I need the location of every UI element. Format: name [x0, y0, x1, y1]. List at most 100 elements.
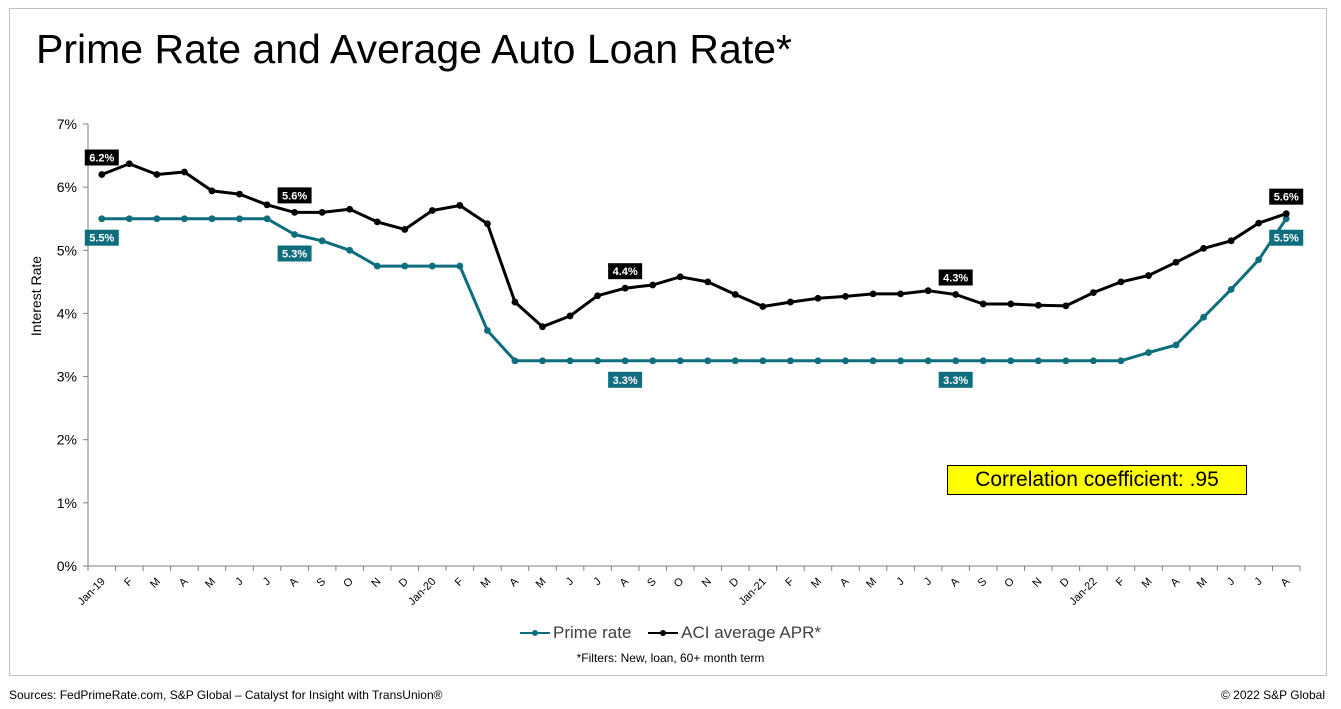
- data-point-prime-rate: [291, 231, 298, 238]
- data-point-aci-average-apr: [346, 205, 354, 213]
- data-point-prime-rate: [428, 262, 436, 270]
- data-point-prime-rate: [787, 357, 794, 365]
- data-label-prime-rate: 5.5%: [1274, 233, 1299, 245]
- data-point-prime-rate: [759, 357, 767, 365]
- data-label-bg-aci-average-apr: [277, 187, 312, 204]
- data-point-aci-average-apr: [704, 278, 712, 286]
- legend-swatch-prime-rate: [519, 629, 550, 637]
- x-tick-label: F: [783, 575, 796, 588]
- data-label-prime-rate: 5.3%: [282, 249, 307, 261]
- data-point-aci-average-apr: [208, 187, 216, 195]
- data-point-prime-rate: [1282, 215, 1290, 223]
- data-point-prime-rate: [1145, 349, 1152, 356]
- series-line-prime-rate: [101, 217, 1288, 363]
- data-point-aci-average-apr: [869, 290, 877, 298]
- data-point-prime-rate: [236, 215, 243, 223]
- data-label-prime-rate: 3.3%: [613, 375, 638, 387]
- data-point-prime-rate: [539, 357, 546, 365]
- data-point-prime-rate: [346, 246, 354, 254]
- x-tick-label: M: [479, 576, 494, 591]
- data-point-aci-average-apr: [98, 171, 106, 178]
- data-point-aci-average-apr: [676, 273, 684, 281]
- data-point-prime-rate: [1062, 357, 1070, 365]
- data-point-prime-rate: [263, 215, 271, 223]
- data-label-bg-prime-rate: [84, 229, 119, 246]
- x-tick-label: Jan-22: [1067, 576, 1099, 608]
- data-point-prime-rate: [649, 357, 657, 365]
- data-point-prime-rate: [869, 357, 877, 365]
- x-tick-label: M: [1195, 576, 1210, 591]
- legend-label-prime-rate: Prime rate: [552, 623, 632, 642]
- data-point-aci-average-apr: [759, 303, 767, 310]
- x-tick-label: J: [894, 576, 906, 588]
- x-tick-label: M: [148, 576, 163, 591]
- data-point-aci-average-apr: [1062, 302, 1070, 310]
- x-tick-label: A: [1168, 575, 1182, 589]
- data-point-prime-rate: [456, 262, 464, 270]
- data-point-aci-average-apr: [181, 168, 188, 176]
- x-tick-label: D: [397, 576, 411, 590]
- x-tick-label: D: [1058, 576, 1072, 590]
- data-point-aci-average-apr: [291, 209, 298, 216]
- copyright: © 2022 S&P Global: [1220, 688, 1325, 702]
- x-tick-label: M: [534, 576, 549, 591]
- x-tick-label: J: [591, 576, 603, 588]
- x-tick-label: O: [1002, 575, 1017, 590]
- x-tick-label: M: [1140, 576, 1155, 591]
- data-point-prime-rate: [181, 215, 188, 223]
- data-point-aci-average-apr: [621, 284, 629, 292]
- y-tick-label: 5%: [57, 242, 77, 258]
- data-point-aci-average-apr: [1282, 210, 1290, 218]
- y-tick-label: 0%: [57, 558, 77, 574]
- x-tick-label: Jan-19: [76, 576, 108, 608]
- data-point-prime-rate: [1034, 357, 1042, 365]
- data-point-prime-rate: [511, 357, 519, 365]
- data-point-aci-average-apr: [649, 281, 657, 289]
- data-point-aci-average-apr: [1090, 289, 1097, 296]
- data-point-prime-rate: [125, 215, 133, 223]
- data-point-aci-average-apr: [373, 218, 381, 226]
- data-point-aci-average-apr: [318, 209, 326, 216]
- data-point-aci-average-apr: [787, 298, 794, 306]
- x-tick-label: A: [948, 575, 962, 589]
- data-point-aci-average-apr: [924, 287, 932, 295]
- legend-item-prime-rate: Prime rate: [519, 623, 632, 643]
- data-label-bg-aci-average-apr: [608, 263, 643, 280]
- data-point-prime-rate: [1117, 357, 1125, 365]
- data-point-prime-rate: [1090, 357, 1097, 365]
- y-tick-label: 2%: [57, 432, 77, 448]
- x-tick-label: S: [976, 576, 990, 590]
- data-point-prime-rate: [814, 357, 822, 365]
- y-tick-label: 1%: [57, 495, 77, 511]
- x-tick-label: A: [1279, 575, 1293, 589]
- x-tick-label: J: [233, 576, 245, 588]
- x-tick-label: O: [672, 575, 687, 590]
- data-point-aci-average-apr: [456, 202, 464, 209]
- y-axis-label: Interest Rate: [28, 256, 44, 336]
- x-tick-label: J: [564, 576, 576, 588]
- y-tick-label: 3%: [57, 369, 77, 385]
- data-point-prime-rate: [566, 357, 574, 365]
- data-point-prime-rate: [1172, 341, 1180, 349]
- x-tick-label: A: [507, 575, 521, 589]
- data-point-prime-rate: [318, 237, 326, 245]
- data-point-aci-average-apr: [1117, 278, 1125, 286]
- data-point-aci-average-apr: [731, 291, 739, 298]
- data-point-aci-average-apr: [539, 323, 546, 331]
- data-label-bg-prime-rate: [1269, 229, 1304, 246]
- data-point-aci-average-apr: [566, 312, 574, 320]
- data-point-aci-average-apr: [897, 290, 904, 298]
- data-label-aci-average-apr: 4.4%: [613, 266, 638, 278]
- data-point-aci-average-apr: [952, 291, 960, 298]
- data-label-aci-average-apr: 4.3%: [943, 272, 968, 284]
- data-point-aci-average-apr: [236, 190, 243, 198]
- data-point-prime-rate: [1200, 313, 1207, 321]
- legend-swatch-aci-apr: [648, 629, 679, 637]
- data-label-prime-rate: 5.5%: [89, 233, 114, 245]
- data-point-aci-average-apr: [153, 171, 161, 178]
- x-tick-label: J: [922, 576, 934, 588]
- data-point-aci-average-apr: [1034, 301, 1042, 309]
- data-point-prime-rate: [842, 357, 849, 365]
- data-point-aci-average-apr: [594, 292, 601, 300]
